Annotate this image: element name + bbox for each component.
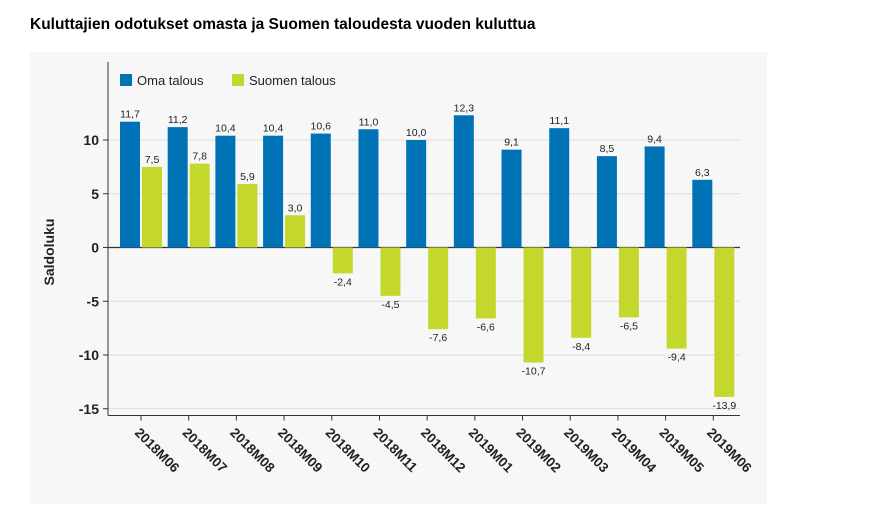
data-label: 9,1 [504, 137, 519, 149]
bar-oma-talous [167, 127, 188, 248]
data-label: 12,3 [454, 102, 475, 114]
data-label: -9,4 [668, 352, 686, 364]
legend: Oma talous Suomen talous [120, 73, 336, 88]
data-label: -4,5 [381, 299, 399, 311]
legend-label: Suomen talous [249, 73, 336, 88]
bar-oma-talous [358, 129, 379, 248]
data-label: -6,5 [620, 320, 638, 332]
bar-oma-talous [549, 128, 570, 248]
x-tick-label: 2018M06 [132, 425, 183, 476]
data-label: 11,0 [359, 116, 379, 128]
bar-oma-talous [263, 135, 284, 248]
bar-suomen-talous [523, 247, 544, 363]
legend-swatch [232, 74, 244, 86]
bar-oma-talous [692, 179, 713, 248]
data-label: 3,0 [288, 202, 303, 214]
x-tick-label: 2019M04 [609, 425, 660, 476]
x-tick-label: 2019M01 [466, 425, 517, 476]
x-tick-label: 2018M11 [370, 425, 420, 475]
bar-suomen-talous [428, 247, 449, 330]
x-tick-label: 2019M06 [704, 425, 755, 476]
data-label: -13,9 [712, 400, 736, 412]
bar-oma-talous [215, 135, 236, 248]
data-label: 5,9 [240, 171, 255, 183]
legend-label: Oma talous [137, 73, 204, 88]
x-tick-label: 2019M03 [561, 425, 612, 476]
y-axis-title: Saldoluku [41, 219, 57, 286]
data-label: 11,2 [168, 114, 188, 126]
data-label: -8,4 [572, 341, 590, 353]
bar-suomen-talous [618, 247, 639, 318]
x-tick-label: 2018M08 [227, 425, 278, 476]
x-tick-label: 2019M05 [656, 425, 707, 476]
bar-oma-talous [596, 156, 617, 248]
data-label: -7,6 [429, 332, 447, 344]
x-tick-label: 2018M10 [323, 425, 373, 475]
y-tick-label: 10 [83, 132, 99, 148]
data-label: 6,3 [695, 167, 710, 179]
data-label: 8,5 [600, 143, 615, 155]
bar-suomen-talous [237, 184, 258, 248]
bar-oma-talous [453, 115, 474, 248]
x-tick-label: 2018M09 [275, 425, 325, 475]
x-tick-label: 2018M12 [418, 425, 468, 475]
bar-suomen-talous [475, 247, 496, 319]
bar-oma-talous [310, 133, 331, 248]
bar-suomen-talous [380, 247, 401, 296]
data-label: -10,7 [522, 366, 546, 378]
data-label: 11,7 [120, 109, 140, 121]
data-label: 10,4 [263, 123, 284, 135]
bar-suomen-talous [332, 247, 353, 274]
bar-suomen-talous [189, 163, 210, 248]
y-tick-label: -10 [79, 347, 99, 363]
data-label: 11,1 [549, 115, 569, 127]
y-tick-label: 0 [91, 240, 99, 256]
data-labels: 11,7 7,5 11,2 7,8 10,4 5,9 10,4 3,0 10,6 -2,4 11,0… [120, 102, 736, 412]
y-tick-label: 5 [91, 186, 99, 202]
bar-oma-talous [501, 149, 522, 248]
bar-suomen-talous [714, 247, 735, 397]
data-label: 9,4 [647, 133, 662, 145]
bar-oma-talous [406, 140, 427, 248]
bar-suomen-talous [666, 247, 687, 349]
data-label: 7,5 [145, 154, 160, 166]
bar-oma-talous [644, 146, 665, 248]
y-tick-label: -5 [87, 293, 100, 309]
data-label: 10,0 [406, 127, 427, 139]
bar-suomen-talous [142, 166, 162, 248]
data-label: 10,4 [215, 123, 236, 135]
data-label: -6,6 [477, 321, 495, 333]
page-title: Kuluttajien odotukset omasta ja Suomen t… [30, 16, 536, 33]
bars [120, 115, 735, 397]
bar-suomen-talous [571, 247, 592, 338]
data-label: 10,6 [311, 121, 332, 133]
x-tick-label: 2018M07 [180, 425, 230, 475]
data-label: 7,8 [192, 151, 207, 163]
bar-oma-talous [120, 121, 140, 248]
data-label: -2,4 [334, 276, 352, 288]
bar-suomen-talous [285, 215, 306, 248]
x-tick-label: 2019M02 [513, 425, 563, 475]
y-tick-label: -15 [79, 401, 99, 417]
legend-swatch [120, 74, 132, 86]
